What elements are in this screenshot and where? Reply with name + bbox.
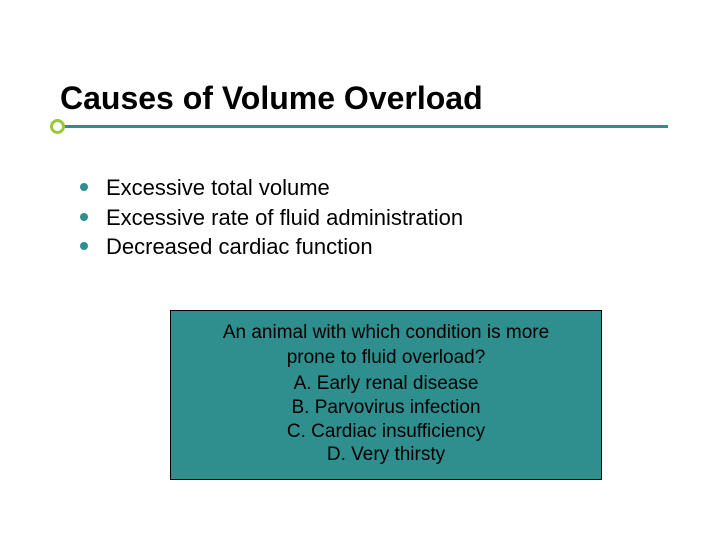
callout-option: C. Cardiac insufficiency — [185, 420, 587, 444]
underline-cap-circle — [50, 119, 65, 134]
bullet-item: Excessive total volume — [80, 173, 660, 203]
slide-container: Causes of Volume Overload Excessive tota… — [0, 0, 720, 540]
slide-title: Causes of Volume Overload — [60, 80, 660, 117]
question-callout: An animal with which condition is more p… — [170, 310, 602, 481]
bullet-item: Excessive rate of fluid administration — [80, 203, 660, 233]
callout-question-line: An animal with which condition is more — [185, 321, 587, 345]
callout-option: D. Very thirsty — [185, 443, 587, 467]
title-underline — [60, 125, 660, 143]
bullet-item: Decreased cardiac function — [80, 232, 660, 262]
callout-option: B. Parvovirus infection — [185, 396, 587, 420]
underline-bar — [58, 125, 668, 128]
callout-option: A. Early renal disease — [185, 372, 587, 396]
callout-question-line: prone to fluid overload? — [185, 346, 587, 370]
bullet-list: Excessive total volume Excessive rate of… — [80, 173, 660, 262]
